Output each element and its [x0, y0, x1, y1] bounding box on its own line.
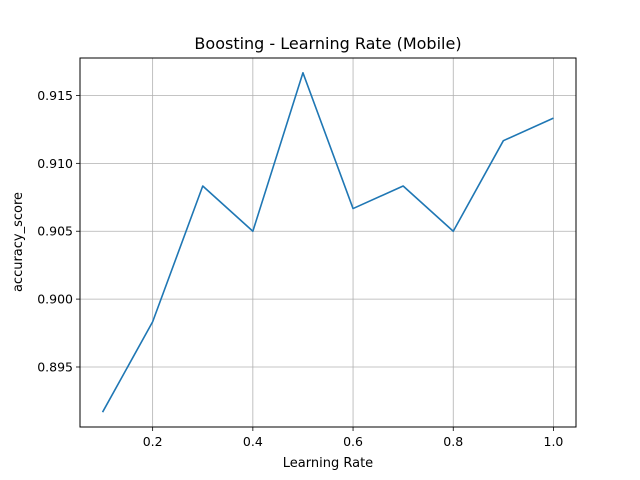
y-tick-label: 0.910	[37, 156, 73, 171]
x-tick-label: 0.8	[443, 434, 463, 449]
series-lines	[101, 72, 554, 413]
y-tick-label: 0.905	[37, 224, 73, 239]
x-tick-label: 1.0	[544, 434, 564, 449]
y-tick-label: 0.900	[37, 292, 73, 307]
grid-lines	[80, 58, 576, 427]
plot-frame	[79, 57, 577, 428]
x-tick-label: 0.2	[143, 434, 163, 449]
x-tick-label: 0.6	[343, 434, 363, 449]
x-axis-label: Learning Rate	[283, 456, 373, 471]
y-tick-label: 0.895	[37, 359, 73, 374]
y-tick-label: 0.915	[37, 88, 73, 103]
chart-title: Boosting - Learning Rate (Mobile)	[194, 34, 461, 53]
axis-ticks: 0.2 0.4 0.6 0.8 1.0 0.895 0.900 0.905 0.910 0.915	[37, 88, 563, 449]
series-line-0	[101, 72, 554, 413]
y-axis-label: accuracy_score	[11, 192, 26, 292]
x-tick-label: 0.4	[243, 434, 263, 449]
